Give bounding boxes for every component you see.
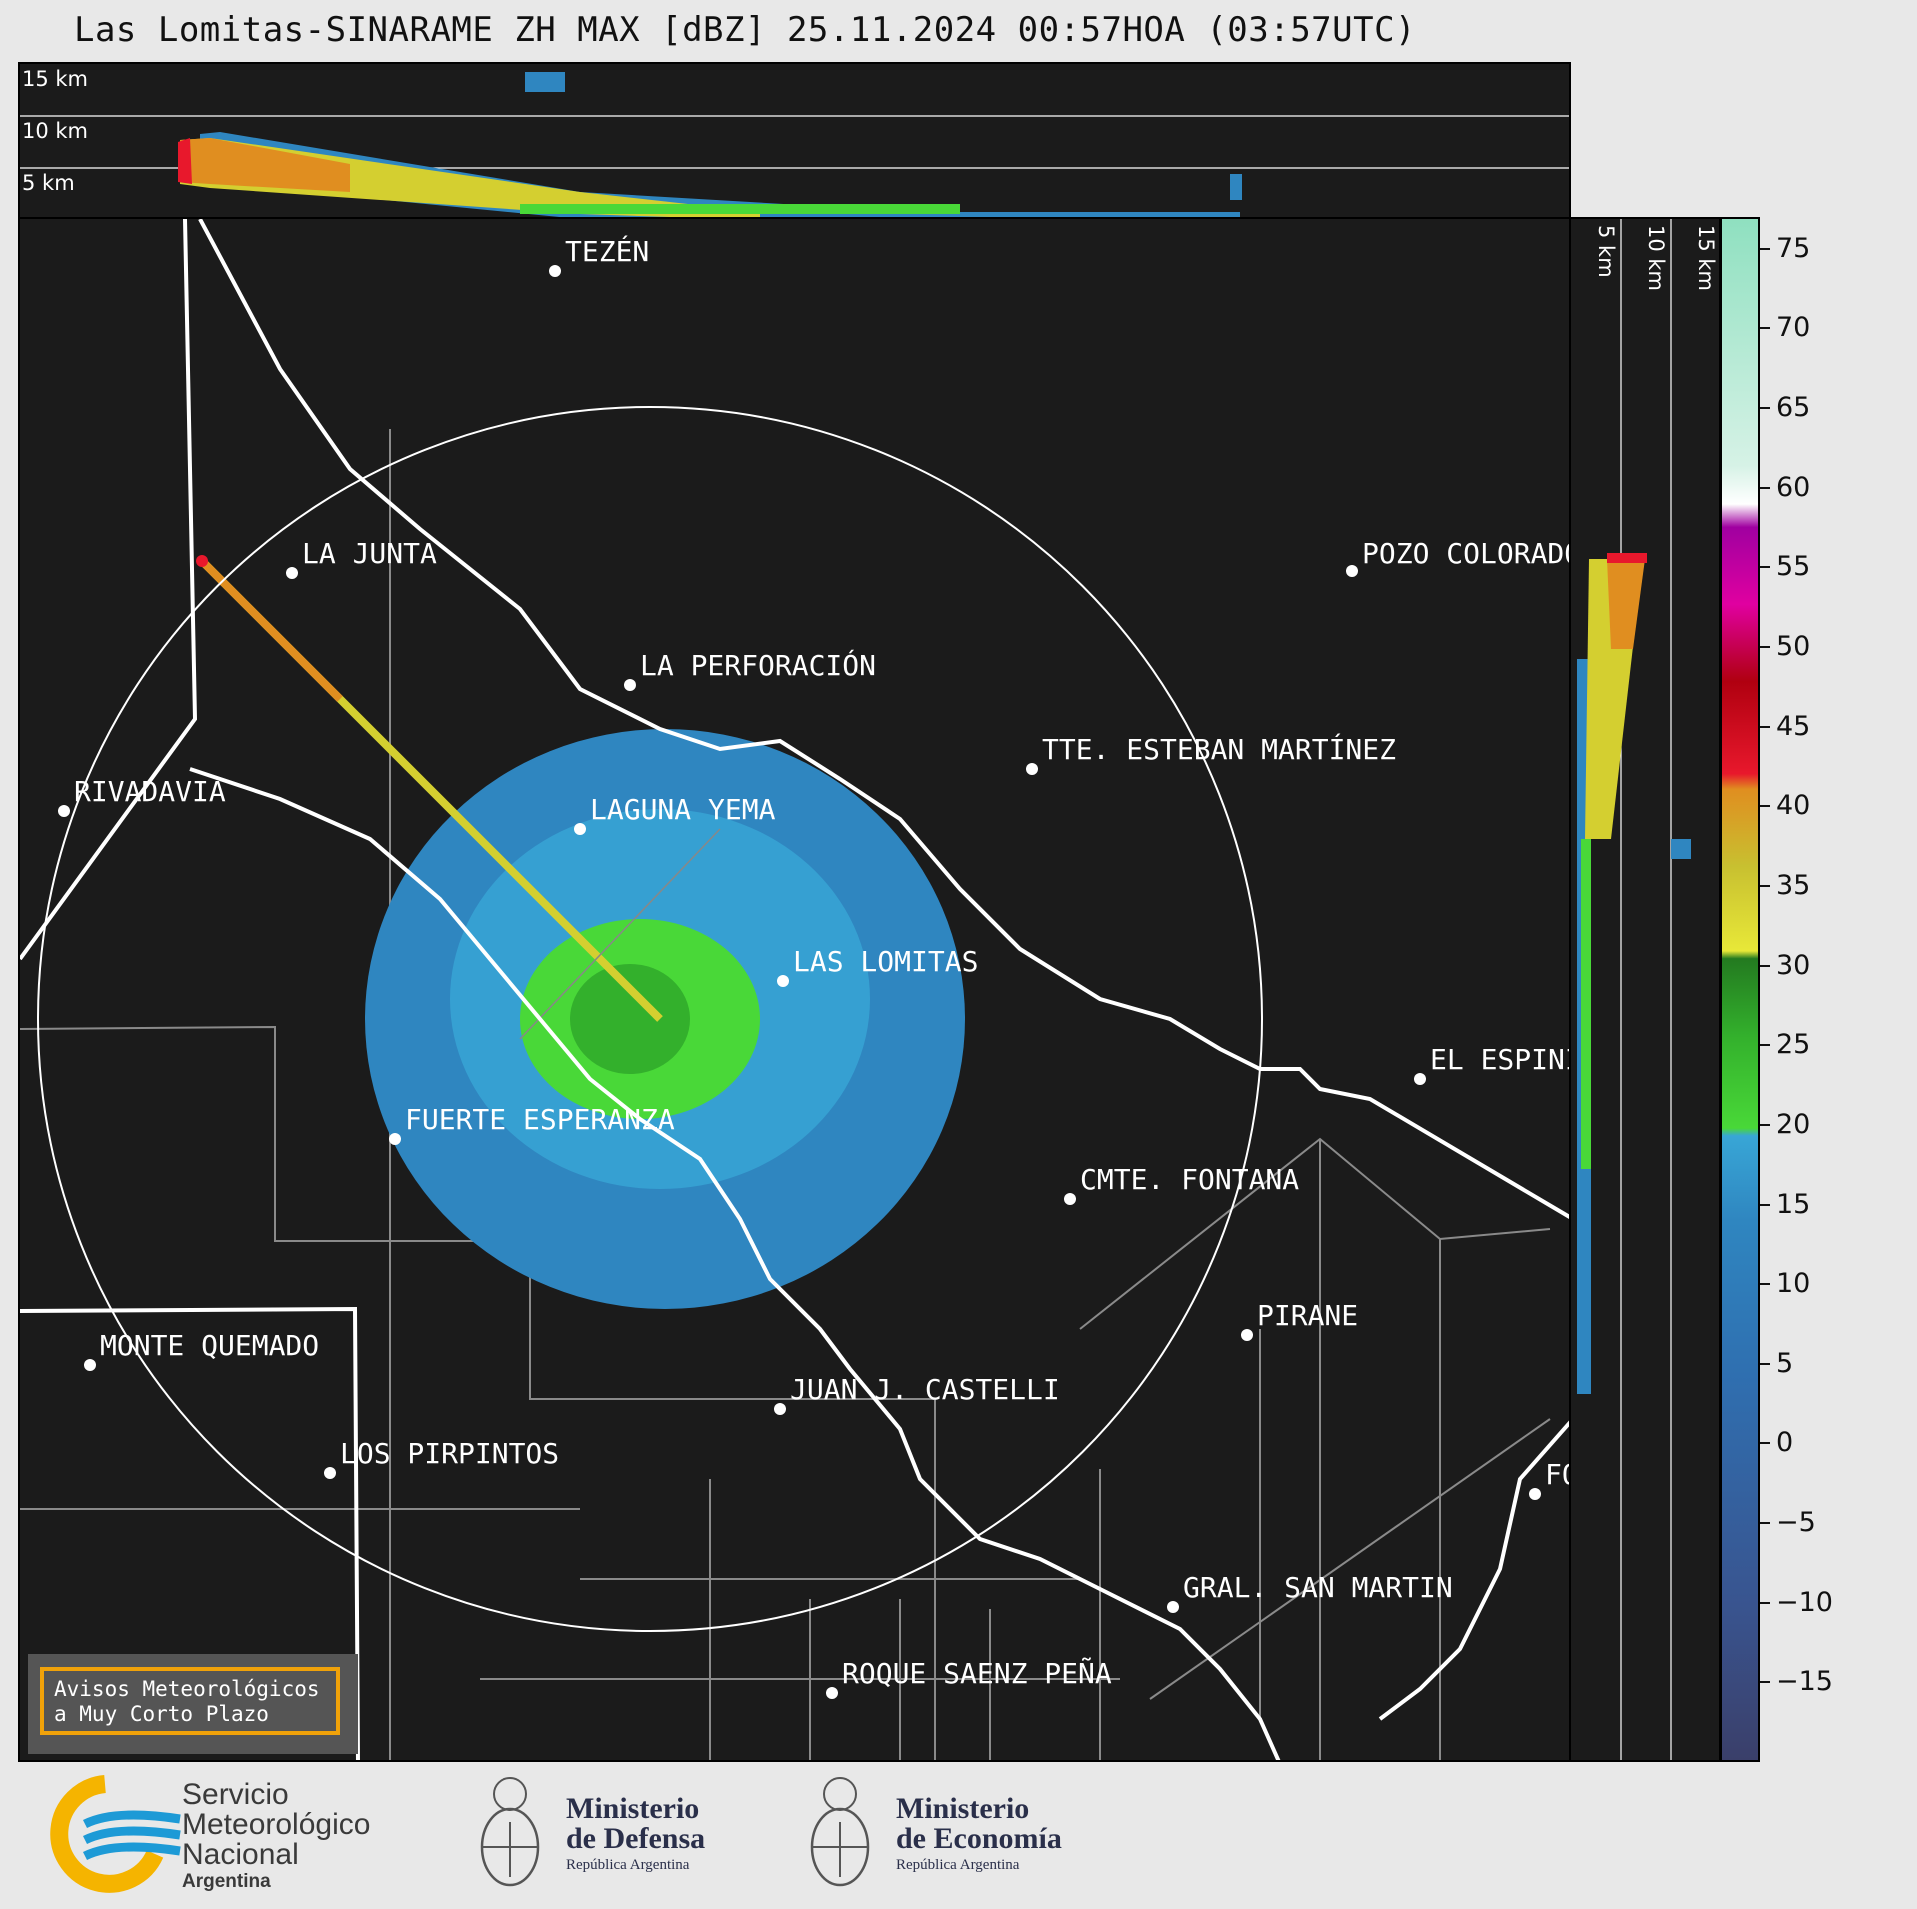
city-tte-esteban-martinez: TTE. ESTEBAN MARTÍNEZ xyxy=(1042,732,1396,766)
notice-box: Avisos Meteorológicos a Muy Corto Plazo xyxy=(28,1654,358,1754)
colorbar-tick xyxy=(1760,327,1770,330)
ministerio-economia: Ministerio de Economía República Argenti… xyxy=(896,1792,1062,1874)
colorbar-tick xyxy=(1760,247,1770,250)
city-pozo-colorado: POZO COLORADO xyxy=(1362,537,1571,570)
radar-map: TEZÉN LA JUNTA POZO COLORADO LA PERFORAC… xyxy=(20,219,1571,1760)
side-cross-section: 5 km 10 km 15 km xyxy=(1577,219,1718,1760)
echo-band-mid xyxy=(180,138,760,217)
colorbar-tick-label: 0 xyxy=(1776,1427,1794,1459)
page-title: Las Lomitas-SINARAME ZH MAX [dBZ] 25.11.… xyxy=(73,10,1417,50)
colorbar-tick xyxy=(1760,964,1770,967)
colorbar-tick-label: 70 xyxy=(1776,312,1811,344)
colorbar-tick xyxy=(1760,1123,1770,1126)
colorbar-tick xyxy=(1760,1681,1770,1684)
echo-band-green xyxy=(520,204,960,214)
city-monte-quemado: MONTE QUEMADO xyxy=(100,1329,319,1362)
colorbar-tick xyxy=(1760,884,1770,887)
colorbar-tick-label: −15 xyxy=(1776,1666,1833,1698)
city-rivadavia: RIVADAVIA xyxy=(74,775,226,808)
ministerio-defensa: Ministerio de Defensa República Argentin… xyxy=(566,1792,706,1874)
height-label-10km: 10 km xyxy=(22,119,88,143)
colorbar-tick-label: −10 xyxy=(1776,1586,1833,1618)
colorbar-tick-label: 65 xyxy=(1776,392,1811,424)
city-markers: TEZÉN LA JUNTA POZO COLORADO LA PERFORAC… xyxy=(58,234,1571,1699)
city-el-espinillo: EL ESPINILLO xyxy=(1430,1043,1571,1076)
city-tezen: TEZÉN xyxy=(565,234,649,268)
colorbar-tick-label: 40 xyxy=(1776,790,1811,822)
notice-line1: Avisos Meteorológicos xyxy=(54,1677,320,1701)
smn-logo-icon xyxy=(50,1775,181,1893)
colorbar-tick-label: 20 xyxy=(1776,1108,1811,1140)
echo-band-core xyxy=(178,138,192,184)
colorbar-tick xyxy=(1760,486,1770,489)
colorbar-tick xyxy=(1760,646,1770,649)
height-label-15km: 15 km xyxy=(22,67,88,91)
smn-name: Servicio Meteorológico Nacional Argentin… xyxy=(182,1778,371,1893)
colorbar-tick-label: 35 xyxy=(1776,869,1811,901)
city-las-lomitas: LAS LOMITAS xyxy=(793,945,978,978)
top-cross-section: 15 km 10 km 5 km xyxy=(20,67,1569,217)
echo-cell-upper xyxy=(525,72,565,92)
colorbar-tick xyxy=(1760,1362,1770,1365)
echo-band-high xyxy=(180,138,350,192)
colorbar-tick-label: 25 xyxy=(1776,1029,1811,1061)
colorbar-tick-label: 5 xyxy=(1776,1347,1794,1379)
city-la-perforacion: LA PERFORACIÓN xyxy=(640,648,876,682)
city-formosa: FORMOSA xyxy=(1545,1458,1571,1491)
city-roque-saenz-pena: ROQUE SAENZ PEÑA xyxy=(842,1656,1112,1690)
colorbar-tick-label: 45 xyxy=(1776,710,1811,742)
top-cross-section-panel: 15 km 10 km 5 km xyxy=(18,62,1571,219)
coat-of-arms-icon xyxy=(810,1777,870,1887)
colorbar-tick-label: 60 xyxy=(1776,471,1811,503)
range-ring xyxy=(37,406,1263,1632)
colorbar-tick-label: 15 xyxy=(1776,1188,1811,1220)
colorbar-tick xyxy=(1760,1522,1770,1525)
colorbar-tick xyxy=(1760,1442,1770,1445)
footer: Servicio Meteorológico Nacional Argentin… xyxy=(0,1762,1917,1909)
side-height-label-5km: 5 km xyxy=(1594,225,1618,278)
city-pirane: PIRANE xyxy=(1257,1299,1358,1332)
colorbar-tick-label: 30 xyxy=(1776,949,1811,981)
colorbar-tick-label: 55 xyxy=(1776,551,1811,583)
echo-cell-right xyxy=(1230,174,1242,200)
colorbar-tick xyxy=(1760,1044,1770,1047)
side-height-label-15km: 15 km xyxy=(1694,225,1718,291)
notice-line2: a Muy Corto Plazo xyxy=(54,1702,269,1726)
colorbar xyxy=(1720,217,1760,1762)
colorbar-tick xyxy=(1760,725,1770,728)
coat-of-arms-icon xyxy=(480,1777,540,1887)
colorbar-tick xyxy=(1760,407,1770,410)
city-cmte-fontana: CMTE. FONTANA xyxy=(1080,1163,1299,1196)
city-la-junta: LA JUNTA xyxy=(302,537,437,570)
colorbar-tick xyxy=(1760,1203,1770,1206)
city-fuerte-esperanza: FUERTE ESPERANZA xyxy=(405,1103,675,1136)
colorbar-tick xyxy=(1760,1283,1770,1286)
colorbar-tick-label: 75 xyxy=(1776,232,1811,264)
city-laguna-yema: LAGUNA YEMA xyxy=(590,793,776,826)
colorbar-tick xyxy=(1760,805,1770,808)
height-label-5km: 5 km xyxy=(22,171,75,195)
province-borders xyxy=(20,219,1569,1760)
colorbar-tick xyxy=(1760,566,1770,569)
side-cross-section-panel: 5 km 10 km 15 km xyxy=(1569,217,1721,1762)
colorbar-tick-label: 50 xyxy=(1776,631,1811,663)
city-gral-san-martin: GRAL. SAN MARTIN xyxy=(1183,1571,1453,1604)
city-los-pirpintos: LOS PIRPINTOS xyxy=(340,1437,559,1470)
side-height-label-10km: 10 km xyxy=(1644,225,1668,291)
city-juan-j-castelli: JUAN J. CASTELLI xyxy=(790,1373,1060,1406)
colorbar-tick-label: 10 xyxy=(1776,1268,1811,1300)
colorbar-tick-label: −5 xyxy=(1776,1507,1816,1539)
colorbar-tick xyxy=(1760,1601,1770,1604)
radar-map-panel: TEZÉN LA JUNTA POZO COLORADO LA PERFORAC… xyxy=(18,217,1571,1762)
